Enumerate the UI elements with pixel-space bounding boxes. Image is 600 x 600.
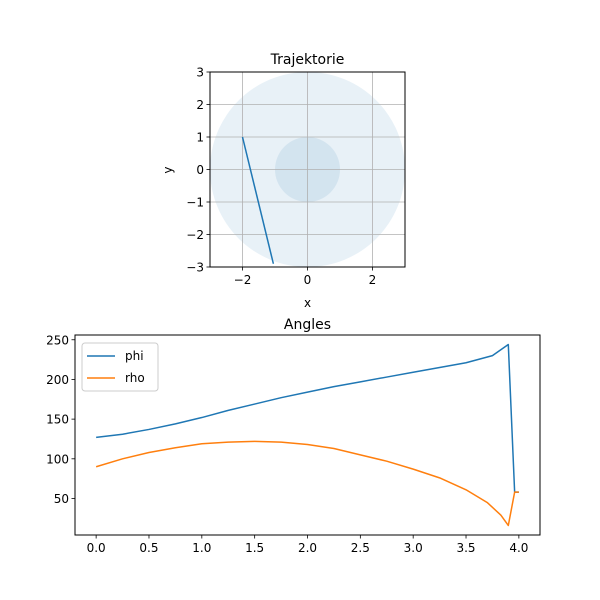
y-tick-label: 150 <box>46 413 69 427</box>
x-tick-label: 2.5 <box>351 541 370 555</box>
y-tick-label: 0 <box>196 163 204 177</box>
y-tick-label: 50 <box>54 492 69 506</box>
x-tick-label: 2 <box>369 273 377 287</box>
trajectory-y-label: y <box>161 166 175 173</box>
y-tick-label: −2 <box>186 228 204 242</box>
x-tick-label: 4.0 <box>509 541 528 555</box>
x-tick-label: 1.5 <box>245 541 264 555</box>
angles-lines <box>95 343 519 527</box>
angles-chart: 0.0 0.5 1.0 1.5 2.0 2.5 3.0 3.5 4.0 50 100 150 200 25… <box>46 317 541 555</box>
x-tick-label: 0.5 <box>139 541 158 555</box>
trajectory-x-label: x <box>304 296 311 310</box>
x-tick-label: 3.5 <box>456 541 475 555</box>
y-tick-label: 100 <box>46 452 69 466</box>
trajectory-line-0 <box>241 136 275 264</box>
x-tick-label: 3.0 <box>404 541 423 555</box>
angles-ticks: 0.0 0.5 1.0 1.5 2.0 2.5 3.0 3.5 4.0 50 100 150 200 25… <box>46 333 528 555</box>
legend-label-rho: rho <box>125 371 145 385</box>
y-tick-label: −3 <box>186 261 204 275</box>
x-tick-label: 0 <box>304 273 312 287</box>
y-tick-label: 1 <box>196 131 204 145</box>
series-line-rho <box>95 440 519 527</box>
trajectory-chart: −2 0 2 −3 −2 −1 0 1 2 3 Trajektorie x y <box>161 52 406 310</box>
trajectory-title: Trajektorie <box>270 52 345 68</box>
angles-legend: phi rho <box>81 342 159 392</box>
x-tick-label: 0.0 <box>87 541 106 555</box>
y-tick-label: 250 <box>46 333 69 347</box>
x-tick-label: 1.0 <box>192 541 211 555</box>
x-tick-label: 2.0 <box>298 541 317 555</box>
trajectory-ticks: −2 0 2 −3 −2 −1 0 1 2 3 <box>186 66 376 288</box>
legend-label-phi: phi <box>125 349 144 363</box>
y-tick-label: 200 <box>46 373 69 387</box>
legend-box <box>81 342 159 392</box>
series-line-phi <box>96 343 519 493</box>
trajectory-lines <box>241 136 275 264</box>
y-tick-label: −1 <box>186 196 204 210</box>
x-tick-label: −2 <box>234 273 252 287</box>
y-tick-label: 2 <box>196 98 204 112</box>
angles-title: Angles <box>284 317 331 333</box>
y-tick-label: 3 <box>196 66 204 80</box>
